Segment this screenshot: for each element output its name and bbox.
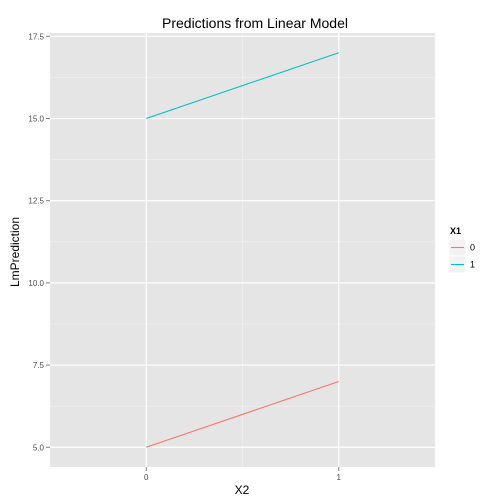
series-layer xyxy=(146,52,339,448)
series-line-1 xyxy=(146,52,339,120)
minor-gridlines xyxy=(49,33,436,467)
legend-title: X1 xyxy=(450,226,461,236)
y-axis: 5.0 7.5 10.0 12.5 15.0 17.5 xyxy=(28,32,50,452)
x-axis-title: X2 xyxy=(235,483,250,497)
y-tick-label: 15.0 xyxy=(28,114,44,123)
series-line-0 xyxy=(146,380,339,448)
y-tick-label: 7.5 xyxy=(33,361,45,370)
y-tick-label: 17.5 xyxy=(28,32,44,41)
legend: X1 0 1 xyxy=(448,226,475,274)
legend-label-0: 0 xyxy=(470,243,475,253)
legend-label-1: 1 xyxy=(470,260,475,270)
y-tick-label: 5.0 xyxy=(33,443,45,452)
chart-title: Predictions from Linear Model xyxy=(162,15,348,31)
y-tick-label: 10.0 xyxy=(28,279,44,288)
major-gridlines xyxy=(50,33,435,467)
x-tick-label: 1 xyxy=(337,473,342,482)
y-tick-label: 12.5 xyxy=(28,197,44,206)
x-tick-label: 0 xyxy=(144,473,149,482)
y-axis-title: LmPrediction xyxy=(8,217,22,287)
